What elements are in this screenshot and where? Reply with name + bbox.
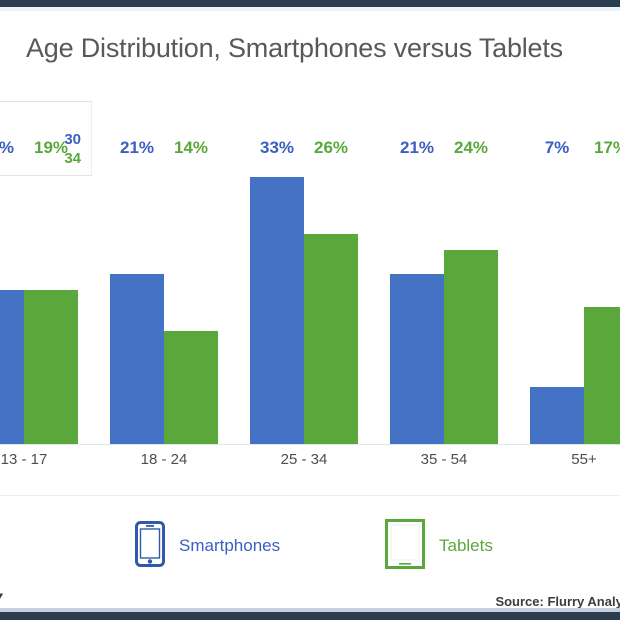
page-title: Age Distribution, Smartphones versus Tab…	[26, 33, 563, 63]
bar-smartphones-55+[interactable]: 7%	[530, 138, 584, 444]
tablet-icon	[385, 518, 425, 574]
bar-column: 19%	[0, 138, 24, 444]
bar-tablets-25-34[interactable]: 26%	[304, 138, 358, 444]
bar-value-label: 19%	[33, 138, 69, 157]
smartphone-icon	[135, 520, 165, 572]
slide-canvas: Age Distribution, Smartphones versus Tab…	[0, 11, 620, 615]
bar-value-label: 19%	[0, 138, 15, 157]
legend-item-smartphones[interactable]: Smartphones	[135, 520, 281, 572]
top-chrome-shade	[0, 7, 620, 11]
bar-tablets-55+[interactable]: 17%	[584, 138, 620, 444]
bar-smartphones-25-34[interactable]: 33%	[250, 138, 304, 444]
bar-column: 33%	[250, 138, 304, 444]
bar-group: 33% 26%	[234, 138, 374, 444]
bar-group: 21% 24%	[374, 138, 514, 444]
legend-label-smartphones: Smartphones	[179, 536, 281, 555]
average-age-heading: Age	[0, 108, 91, 130]
bar-value-label: 7%	[544, 138, 570, 157]
bar-column: 19%	[24, 138, 78, 444]
bar-smartphones-35-54[interactable]: 21%	[390, 138, 444, 444]
bar-value-label: 33%	[259, 138, 295, 157]
x-axis-line	[0, 444, 620, 445]
x-axis-label: 55+	[571, 451, 597, 468]
bar-value-label: 24%	[453, 138, 489, 157]
bar-tablets-35-54[interactable]: 24%	[444, 138, 498, 444]
chart-legend: Smartphones Tablets	[0, 511, 620, 581]
legend-item-tablets[interactable]: Tablets	[385, 518, 493, 574]
bottom-chrome-shade	[0, 608, 620, 612]
bar-column: 17%	[584, 138, 620, 444]
bar-group: 21% 14%	[94, 138, 234, 444]
bar-value-label: 17%	[593, 138, 620, 157]
bar-tablets-18-24[interactable]: 14%	[164, 138, 218, 444]
bar-group: 19% 19%	[0, 138, 94, 444]
bar-value-label: 21%	[119, 138, 155, 157]
plot-area: 19% 19% 21% 14% 33% 26% 21% 24% 7% 17%	[0, 138, 620, 444]
x-axis-label: 18 - 24	[140, 451, 188, 468]
average-age-callout: Age hones: 30 : 34	[0, 101, 92, 176]
x-axis-tick-labels: 13 - 17 18 - 24 25 - 34 35 - 54 55+	[0, 451, 620, 468]
bottom-chrome-bar	[0, 612, 620, 620]
bar-column: 24%	[444, 138, 498, 444]
x-axis-label: 13 - 17	[0, 451, 48, 468]
top-chrome-bar	[0, 0, 620, 7]
average-age-row-smartphones: hones: 30	[0, 130, 91, 149]
bar-value-label: 26%	[313, 138, 349, 157]
bar-column: 7%	[530, 138, 584, 444]
bar-value-label: 21%	[399, 138, 435, 157]
brand-logo: RRY	[0, 591, 4, 613]
average-age-row-tablets: : 34	[0, 149, 91, 168]
legend-label-tablets: Tablets	[439, 536, 493, 555]
x-axis-label: 25 - 34	[280, 451, 328, 468]
bar-value-label: 14%	[173, 138, 209, 157]
source-attribution: Source: Flurry Analytic	[495, 594, 620, 609]
bar-column: 14%	[164, 138, 218, 444]
bar-group: 7% 17%	[514, 138, 620, 444]
bar-tablets-13-17[interactable]: 19%	[24, 138, 78, 444]
bar-group-container: 19% 19% 21% 14% 33% 26% 21% 24% 7% 17%	[0, 138, 620, 444]
average-age-value-tablets: 34	[64, 150, 81, 167]
bar-smartphones-18-24[interactable]: 21%	[110, 138, 164, 444]
bar-column: 26%	[304, 138, 358, 444]
bar-column: 21%	[390, 138, 444, 444]
bar-column: 21%	[110, 138, 164, 444]
x-axis-label: 35 - 54	[420, 451, 468, 468]
average-age-value-smartphones: 30	[64, 131, 81, 148]
legend-divider	[0, 495, 620, 496]
bar-smartphones-13-17[interactable]: 19%	[0, 138, 24, 444]
